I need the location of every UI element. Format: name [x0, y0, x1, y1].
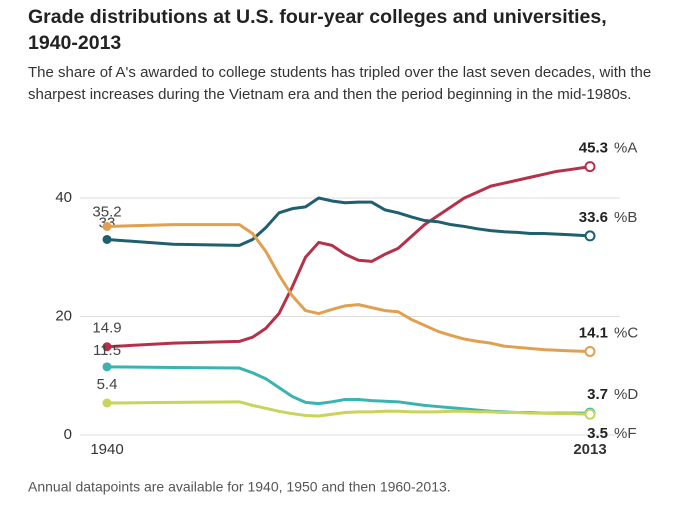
series-line [106, 165, 591, 349]
x-tick-label: 2013 [573, 441, 606, 458]
end-value-label: 14.1 [579, 324, 608, 341]
y-tick-label: 20 [55, 307, 72, 324]
end-value-label: 33.6 [579, 209, 608, 226]
series-name: %C [614, 324, 638, 341]
end-marker [584, 408, 596, 420]
series-line [106, 223, 591, 353]
y-tick-label: 40 [55, 189, 72, 206]
chart-note: Annual datapoints are available for 1940… [28, 479, 451, 495]
start-marker [102, 234, 112, 244]
end-marker [584, 345, 596, 357]
y-tick-label: 0 [64, 426, 72, 443]
series-line [106, 196, 591, 247]
series-line [106, 400, 591, 418]
end-marker [584, 230, 596, 242]
series-name: %D [614, 386, 638, 403]
series-name: %B [614, 209, 637, 226]
header-text: Grade distributions at U.S. four-year co… [28, 4, 678, 106]
series-name: %A [614, 140, 637, 157]
x-tick-label: 1940 [90, 441, 123, 458]
start-marker [102, 362, 112, 372]
chart-subtitle: The share of A's awarded to college stud… [28, 64, 652, 103]
series-name: %F [614, 425, 637, 442]
header: Grade distributions at U.S. four-year co… [28, 4, 678, 106]
start-label: 35.2 [92, 203, 121, 220]
end-marker [584, 161, 596, 173]
start-label: 14.9 [92, 320, 121, 337]
start-label: 5.4 [97, 376, 118, 393]
end-value-label: 3.5 [587, 425, 608, 442]
end-value-label: 3.7 [587, 386, 608, 403]
end-value-label: 45.3 [579, 140, 608, 157]
start-marker [102, 221, 112, 231]
chart-title: Grade distributions at U.S. four-year co… [28, 6, 607, 54]
start-label: 11.5 [93, 342, 121, 359]
start-marker [102, 342, 112, 352]
start-marker [102, 398, 112, 408]
